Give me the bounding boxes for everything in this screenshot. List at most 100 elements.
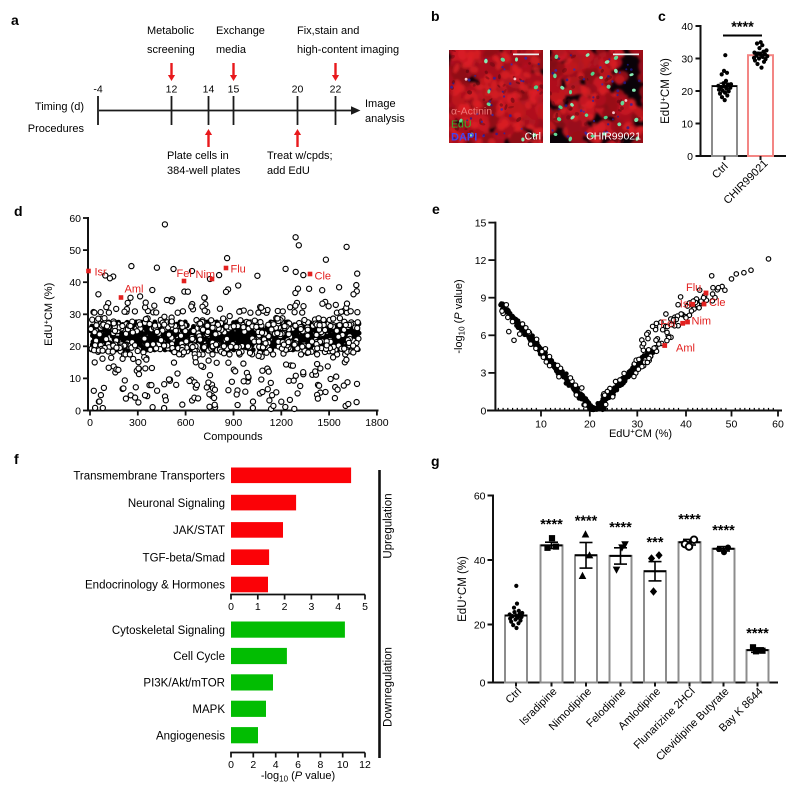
svg-text:Plate cells in: Plate cells in xyxy=(167,150,229,162)
svg-text:50: 50 xyxy=(726,419,738,431)
svg-text:Cell Cycle: Cell Cycle xyxy=(173,651,225,663)
svg-text:14: 14 xyxy=(203,84,215,96)
svg-text:0: 0 xyxy=(687,151,693,163)
svg-text:Timing (d): Timing (d) xyxy=(35,101,84,113)
svg-text:Isr: Isr xyxy=(680,299,693,311)
svg-text:Cytoskeletal Signaling: Cytoskeletal Signaling xyxy=(112,625,225,637)
svg-text:5: 5 xyxy=(362,601,368,613)
svg-text:10: 10 xyxy=(69,373,81,385)
svg-text:analysis: analysis xyxy=(365,113,405,125)
svg-text:g: g xyxy=(431,453,440,469)
svg-text:0: 0 xyxy=(481,405,487,417)
svg-text:22: 22 xyxy=(330,84,342,96)
svg-text:1200: 1200 xyxy=(270,417,294,429)
svg-text:40: 40 xyxy=(680,419,692,431)
svg-text:300: 300 xyxy=(129,417,147,429)
svg-text:c: c xyxy=(658,8,666,24)
svg-text:8: 8 xyxy=(317,759,323,771)
svg-text:JAK/STAT: JAK/STAT xyxy=(173,525,225,537)
svg-text:Cle: Cle xyxy=(709,297,726,309)
svg-text:2: 2 xyxy=(282,601,288,613)
svg-text:MAPK: MAPK xyxy=(192,704,225,716)
svg-text:****: **** xyxy=(712,523,735,539)
svg-text:4: 4 xyxy=(273,759,279,771)
svg-text:15: 15 xyxy=(228,84,240,96)
svg-text:***: *** xyxy=(647,535,664,551)
svg-text:CHIR99021: CHIR99021 xyxy=(586,131,641,143)
svg-text:600: 600 xyxy=(177,417,195,429)
svg-text:30: 30 xyxy=(631,419,643,431)
svg-text:****: **** xyxy=(575,514,598,530)
svg-text:Cle: Cle xyxy=(315,271,332,283)
svg-text:-log10 (P value): -log10 (P value) xyxy=(261,770,335,784)
svg-text:Fel: Fel xyxy=(177,268,192,280)
svg-text:10: 10 xyxy=(535,419,547,431)
svg-text:Endocrinology & Hormones: Endocrinology & Hormones xyxy=(85,580,225,592)
svg-text:1500: 1500 xyxy=(317,417,341,429)
svg-text:3: 3 xyxy=(481,368,487,380)
svg-text:10: 10 xyxy=(337,759,349,771)
svg-text:d: d xyxy=(14,203,23,219)
svg-text:high-content imaging: high-content imaging xyxy=(297,44,399,56)
svg-text:****: **** xyxy=(746,626,769,642)
svg-text:0: 0 xyxy=(75,405,81,417)
svg-text:384-well plates: 384-well plates xyxy=(167,165,241,177)
svg-text:b: b xyxy=(431,8,440,24)
svg-text:Compounds: Compounds xyxy=(203,431,263,443)
svg-text:Treat w/cpds;: Treat w/cpds; xyxy=(267,150,333,162)
svg-text:0: 0 xyxy=(87,417,93,429)
svg-text:Image: Image xyxy=(365,98,396,110)
svg-text:Nim: Nim xyxy=(196,269,216,281)
svg-text:1800: 1800 xyxy=(365,417,389,429)
svg-text:e: e xyxy=(432,201,440,217)
svg-text:Fel: Fel xyxy=(660,318,675,330)
svg-text:12: 12 xyxy=(475,255,487,267)
svg-text:20: 20 xyxy=(474,619,486,631)
svg-text:EdU+CM (%): EdU+CM (%) xyxy=(609,427,672,441)
svg-text:TGF-beta/Smad: TGF-beta/Smad xyxy=(143,552,225,564)
svg-text:50: 50 xyxy=(69,245,81,257)
svg-text:Fix,stain and: Fix,stain and xyxy=(297,25,359,37)
svg-text:0: 0 xyxy=(480,677,486,689)
svg-text:Aml: Aml xyxy=(676,343,695,355)
svg-text:6: 6 xyxy=(481,330,487,342)
svg-text:4: 4 xyxy=(335,601,341,613)
svg-text:Downregulation: Downregulation xyxy=(383,647,395,727)
svg-text:1: 1 xyxy=(255,601,261,613)
svg-text:20: 20 xyxy=(292,84,304,96)
svg-text:Ctrl: Ctrl xyxy=(525,131,541,143)
svg-text:EdU+CM (%): EdU+CM (%) xyxy=(456,556,470,622)
svg-text:a: a xyxy=(11,12,19,28)
svg-text:20: 20 xyxy=(69,341,81,353)
svg-text:α-Actinin: α-Actinin xyxy=(451,106,492,118)
svg-text:20: 20 xyxy=(681,86,693,98)
svg-text:3: 3 xyxy=(308,601,314,613)
svg-text:30: 30 xyxy=(69,309,81,321)
svg-text:12: 12 xyxy=(359,759,371,771)
svg-text:20: 20 xyxy=(584,419,596,431)
svg-text:6: 6 xyxy=(295,759,301,771)
svg-text:Transmembrane Transporters: Transmembrane Transporters xyxy=(73,471,225,483)
svg-text:media: media xyxy=(216,44,247,56)
svg-text:0: 0 xyxy=(228,759,234,771)
svg-text:0: 0 xyxy=(228,601,234,613)
svg-text:60: 60 xyxy=(474,490,486,502)
svg-text:Nim: Nim xyxy=(692,316,712,328)
svg-text:2: 2 xyxy=(250,759,256,771)
svg-text:Procedures: Procedures xyxy=(28,123,85,135)
svg-text:f: f xyxy=(14,451,19,467)
svg-text:-4: -4 xyxy=(93,84,102,96)
svg-text:40: 40 xyxy=(681,21,693,33)
svg-text:Metabolic: Metabolic xyxy=(147,25,195,37)
svg-text:10: 10 xyxy=(681,118,693,130)
svg-text:add EdU: add EdU xyxy=(267,165,310,177)
svg-text:12: 12 xyxy=(166,84,178,96)
svg-text:Flu: Flu xyxy=(231,264,246,276)
svg-text:15: 15 xyxy=(475,217,487,229)
svg-text:9: 9 xyxy=(481,293,487,305)
svg-text:900: 900 xyxy=(225,417,243,429)
svg-text:EdU+CM (%): EdU+CM (%) xyxy=(42,283,56,346)
svg-text:EdU: EdU xyxy=(451,119,471,131)
svg-text:60: 60 xyxy=(772,419,784,431)
svg-text:****: **** xyxy=(609,520,632,536)
